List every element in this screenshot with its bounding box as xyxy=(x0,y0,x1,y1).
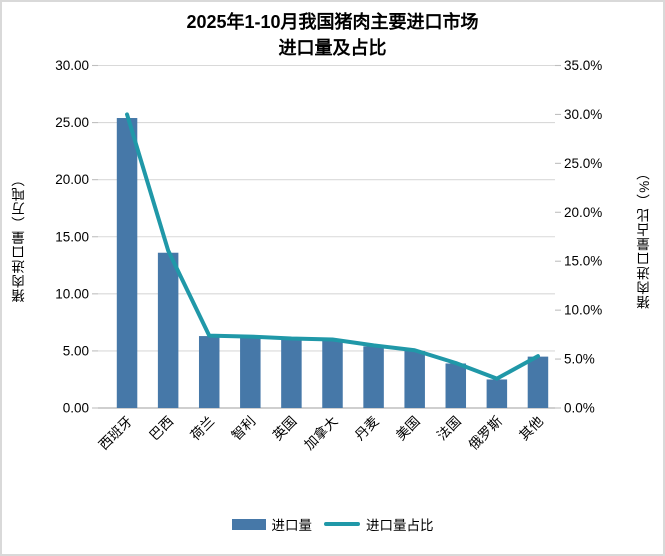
x-category-label: 丹麦 xyxy=(352,413,382,443)
legend-item-share: 进口量占比 xyxy=(324,514,434,534)
right-axis-tick-label: 25.0% xyxy=(564,156,602,171)
x-category-label: 西班牙 xyxy=(96,414,135,453)
line-series-swatch xyxy=(324,521,360,527)
right-axis-tick-label: 35.0% xyxy=(564,58,602,73)
x-category-label: 巴西 xyxy=(147,414,177,444)
bar xyxy=(486,379,508,408)
right-axis-tick-label: 20.0% xyxy=(564,205,602,220)
right-axis-tick-label: 0.0% xyxy=(564,401,595,416)
bar xyxy=(116,118,138,409)
left-axis-tick-label: 30.00 xyxy=(55,58,89,73)
x-category-label: 荷兰 xyxy=(188,414,218,444)
bar-series-swatch xyxy=(231,518,266,530)
x-category-label: 英国 xyxy=(269,413,299,443)
x-category-label: 美国 xyxy=(393,414,423,444)
bar xyxy=(281,339,302,408)
bar xyxy=(445,363,467,408)
legend: 进口量 进口量占比 xyxy=(2,514,663,534)
left-axis-tick-label: 0.00 xyxy=(63,401,89,416)
right-axis-tick-label: 30.0% xyxy=(564,107,602,122)
legend-item-imports: 进口量 xyxy=(231,514,313,534)
x-category-label: 其他 xyxy=(516,414,546,444)
right-axis-tick-label: 15.0% xyxy=(564,254,602,269)
x-category-label: 法国 xyxy=(434,414,464,444)
bar xyxy=(198,336,220,408)
left-axis-tick-label: 20.00 xyxy=(55,172,89,187)
x-category-label: 加拿大 xyxy=(301,413,341,453)
x-category-label: 智利 xyxy=(229,414,259,444)
left-axis-tick-label: 10.00 xyxy=(55,286,89,301)
bar xyxy=(404,350,425,408)
bar xyxy=(322,340,343,408)
right-axis-tick-label: 10.0% xyxy=(564,303,602,318)
bar xyxy=(157,252,179,408)
left-axis-tick-label: 25.00 xyxy=(55,115,89,130)
bar xyxy=(240,337,261,408)
left-axis-tick-label: 5.00 xyxy=(63,343,89,358)
right-axis-tick-label: 5.0% xyxy=(564,352,595,367)
chart-title-line1: 2025年1-10月我国猪肉主要进口市场 xyxy=(186,12,479,32)
legend-label-share: 进口量占比 xyxy=(366,518,434,533)
bar xyxy=(527,356,549,408)
chart-title-line2: 进口量及占比 xyxy=(278,38,387,59)
bar xyxy=(363,346,384,408)
left-axis-tick-label: 15.00 xyxy=(55,229,89,244)
legend-label-imports: 进口量 xyxy=(271,518,313,533)
chart-title: 2025年1-10月我国猪肉主要进口市场 进口量及占比 xyxy=(2,9,663,61)
trend-line xyxy=(125,112,540,381)
x-category-label: 俄罗斯 xyxy=(466,414,505,453)
